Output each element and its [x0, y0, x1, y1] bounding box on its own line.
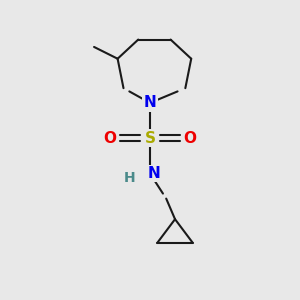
Text: O: O	[104, 131, 117, 146]
Text: O: O	[183, 131, 196, 146]
Text: N: N	[148, 166, 161, 181]
Text: S: S	[145, 131, 155, 146]
Text: H: H	[124, 171, 135, 185]
Text: N: N	[144, 95, 156, 110]
